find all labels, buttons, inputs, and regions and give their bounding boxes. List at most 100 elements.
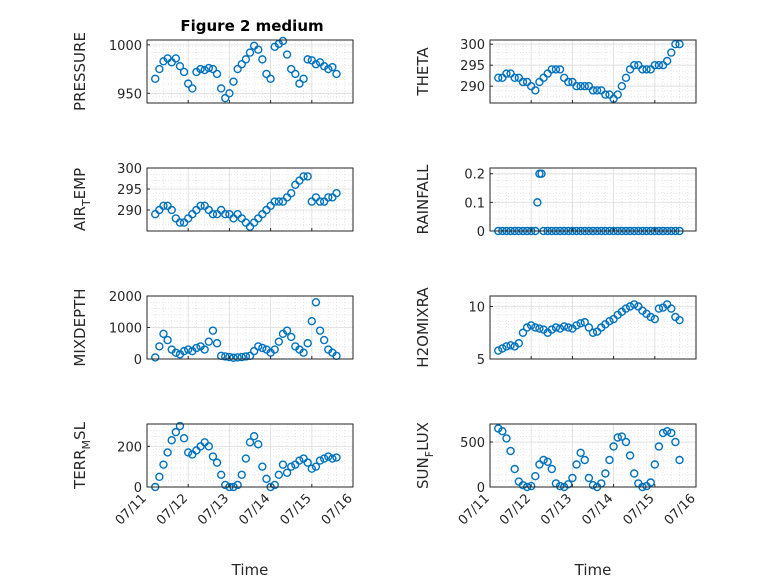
data-point (613, 90, 622, 99)
data-point (518, 77, 528, 87)
data-point (258, 462, 267, 471)
y-tick-label: 10 (468, 301, 485, 316)
y-tick-label: 200 (117, 440, 142, 455)
data-point (183, 448, 193, 457)
data-point (319, 335, 329, 345)
data-point (630, 300, 639, 309)
data-point (572, 81, 581, 91)
data-point (282, 326, 292, 335)
data-point (617, 81, 627, 91)
data-point (159, 329, 168, 338)
data-point (155, 342, 164, 351)
data-point (510, 464, 519, 474)
data-point (270, 480, 279, 490)
ylabel-4: MIXDEPTH (71, 288, 89, 366)
data-point (216, 470, 226, 480)
data-point (196, 64, 205, 74)
data-point (547, 65, 556, 74)
data-point (658, 428, 668, 438)
data-point (510, 73, 519, 83)
data-point (237, 470, 246, 480)
data-point (650, 60, 659, 70)
data-point (229, 353, 238, 362)
data-point (175, 218, 185, 227)
data-point (332, 453, 341, 462)
data-point (564, 480, 573, 489)
data-point (188, 84, 197, 93)
data-point (155, 64, 164, 74)
data-point (212, 69, 222, 79)
data-point (319, 454, 329, 463)
panel-air-temp: 290 295 300 AIRTEMP (71, 162, 354, 232)
data-point (518, 328, 528, 337)
data-point (328, 62, 337, 72)
data-point (667, 304, 676, 313)
ylabel-5: H2OMIXRA (414, 287, 432, 368)
data-point (315, 456, 325, 465)
data-point (675, 40, 684, 49)
data-point (307, 317, 316, 326)
data-point (543, 457, 552, 466)
data-point (200, 345, 209, 354)
data-point (625, 451, 635, 460)
data-point (662, 56, 672, 66)
panel-pressure: 950 1000 PRESSURE (71, 32, 354, 111)
data-point (258, 343, 267, 353)
data-point (196, 201, 205, 211)
data-point (208, 326, 218, 335)
data-point (295, 79, 304, 88)
data-point (315, 197, 325, 206)
data-point (605, 317, 614, 326)
data-point (278, 36, 288, 46)
y-tick-label: 290 (117, 204, 142, 219)
data-point (258, 55, 267, 64)
data-point (270, 345, 279, 354)
data-point (514, 339, 524, 348)
data-point (299, 348, 308, 357)
data-point (155, 472, 164, 482)
ylabel-6: TERRMSL (71, 421, 93, 490)
data-point (654, 442, 664, 451)
data-point (630, 60, 639, 70)
data-point (192, 343, 201, 353)
data-point (245, 48, 255, 57)
data-point (200, 65, 209, 75)
data-point (221, 209, 230, 219)
axes-box (489, 295, 697, 360)
data-point (303, 172, 312, 181)
data-point (621, 304, 631, 313)
data-point (216, 84, 226, 93)
data-point (588, 481, 598, 490)
data-point (287, 188, 296, 198)
data-point (274, 197, 284, 206)
data-point (183, 79, 193, 88)
data-point (601, 90, 610, 99)
data-point (630, 469, 639, 478)
data-point (671, 40, 680, 49)
panel-h2omixra: 5 10 H2OMIXRA (414, 287, 697, 368)
data-point (498, 344, 507, 353)
data-point (584, 473, 594, 483)
y-tick-label: 290 (460, 80, 485, 95)
data-point (282, 468, 292, 477)
data-point (299, 74, 308, 83)
data-point (262, 474, 271, 484)
y-tick-label: 0 (134, 353, 142, 368)
y-tick-label: 0.1 (464, 196, 485, 211)
data-point (254, 45, 263, 54)
data-point (646, 312, 655, 322)
data-point (675, 315, 684, 325)
data-point (241, 352, 251, 361)
data-point (564, 323, 573, 332)
data-point (580, 81, 589, 91)
data-point (584, 323, 594, 332)
data-point (547, 325, 556, 334)
data-point (572, 321, 581, 330)
ylabel-1: THETA (414, 47, 432, 97)
data-point (539, 455, 548, 465)
data-point (576, 81, 585, 91)
data-point (638, 65, 647, 74)
panel-mixdepth: 0 1000 2000 MIXDEPTH (71, 288, 354, 368)
